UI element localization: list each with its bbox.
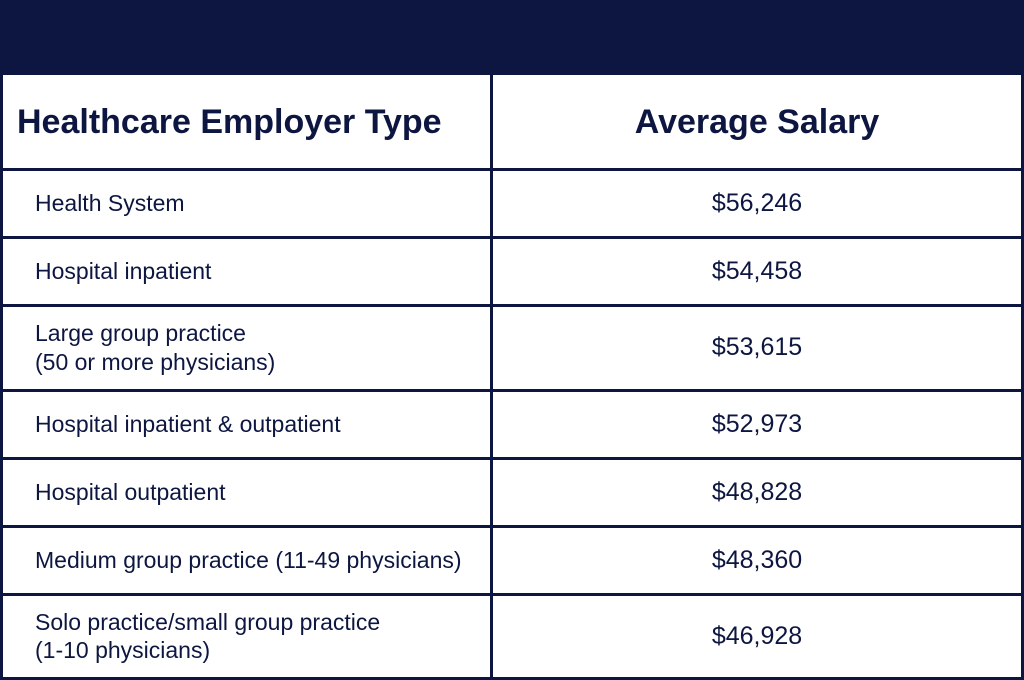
salary-cell: $52,973 xyxy=(492,390,1023,458)
employer-type-cell: Hospital inpatient & outpatient xyxy=(2,390,492,458)
table-row: Health System $56,246 xyxy=(2,170,1023,238)
employer-type-cell: Hospital outpatient xyxy=(2,458,492,526)
salary-cell: $56,246 xyxy=(492,170,1023,238)
employer-type-cell: Health System xyxy=(2,170,492,238)
salary-cell: $54,458 xyxy=(492,238,1023,306)
column-header-employer-type: Healthcare Employer Type xyxy=(2,74,492,170)
salary-cell: $46,928 xyxy=(492,594,1023,679)
employer-type-cell: Solo practice/small group practice (1-10… xyxy=(2,594,492,679)
table-row: Hospital inpatient & outpatient $52,973 xyxy=(2,390,1023,458)
table-row: Hospital inpatient $54,458 xyxy=(2,238,1023,306)
table-row: Medium group practice (11-49 physicians)… xyxy=(2,526,1023,594)
salary-cell: $48,828 xyxy=(492,458,1023,526)
salary-cell: $53,615 xyxy=(492,306,1023,391)
column-header-average-salary: Average Salary xyxy=(492,74,1023,170)
table-top-bar xyxy=(0,0,1024,72)
salary-table: Healthcare Employer Type Average Salary … xyxy=(0,72,1024,680)
salary-table-container: Healthcare Employer Type Average Salary … xyxy=(0,0,1024,645)
salary-cell: $48,360 xyxy=(492,526,1023,594)
table-row: Large group practice(50 or more physicia… xyxy=(2,306,1023,391)
table-header-row: Healthcare Employer Type Average Salary xyxy=(2,74,1023,170)
employer-type-cell: Hospital inpatient xyxy=(2,238,492,306)
table-row: Hospital outpatient $48,828 xyxy=(2,458,1023,526)
employer-type-cell: Medium group practice (11-49 physicians) xyxy=(2,526,492,594)
table-row: Solo practice/small group practice (1-10… xyxy=(2,594,1023,679)
employer-type-cell: Large group practice(50 or more physicia… xyxy=(2,306,492,391)
